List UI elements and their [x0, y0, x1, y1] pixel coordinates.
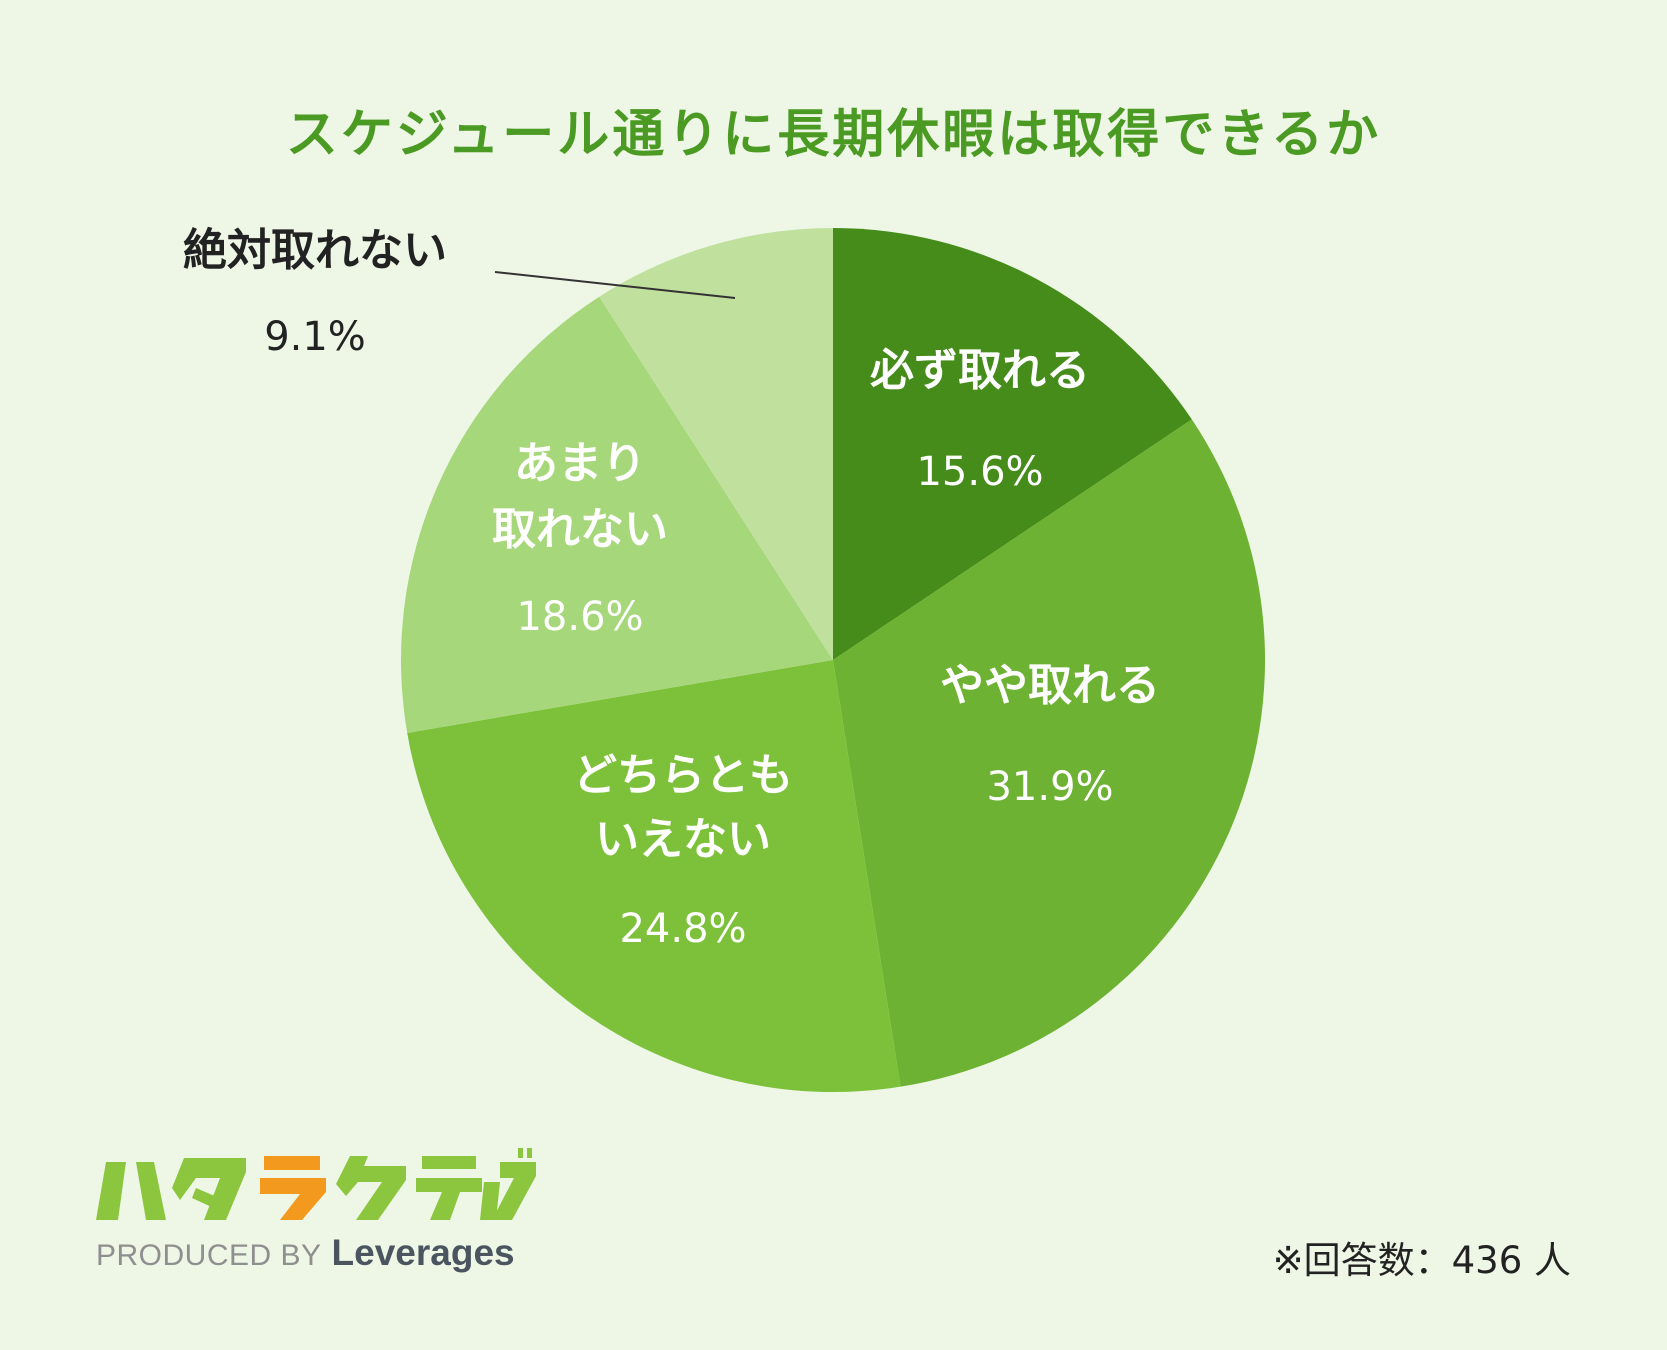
logo-produced-by: PRODUCED BY	[96, 1239, 322, 1272]
pie-slice-3	[407, 660, 901, 1092]
chart-title: スケジュール通りに長期休暇は取得できるか	[285, 105, 1382, 165]
slice-value-2: 31.9%	[986, 764, 1113, 810]
logo-brand: Leverages	[331, 1232, 515, 1273]
leader-line	[494, 271, 736, 299]
slice-value-3: 24.8%	[619, 906, 746, 952]
pie-slice-4	[400, 296, 833, 733]
pie-slice-2	[833, 419, 1266, 1087]
slice-label-5: 絶対取れない	[183, 225, 447, 276]
slice-value-4: 18.6%	[516, 594, 643, 640]
slice-label-3-line-2: いえない	[595, 814, 771, 865]
slice-label-2: やや取れる	[940, 660, 1160, 711]
slice-label-1: 必ず取れる	[870, 345, 1090, 396]
pie-slice-1	[833, 228, 1192, 660]
slice-label-4-line-1: あまり	[514, 438, 646, 489]
hataractive-logo: PRODUCED BY Leverages	[96, 1148, 536, 1273]
slice-label-3-line-1: どちらとも	[573, 750, 793, 801]
pie-slice-5	[599, 228, 833, 660]
logo-mark	[96, 1148, 536, 1220]
slice-value-5: 9.1%	[264, 314, 366, 360]
slice-value-1: 15.6%	[916, 449, 1043, 495]
slice-label-4-line-2: 取れない	[492, 504, 668, 555]
response-count-note: ※回答数：436 人	[1272, 1239, 1571, 1282]
